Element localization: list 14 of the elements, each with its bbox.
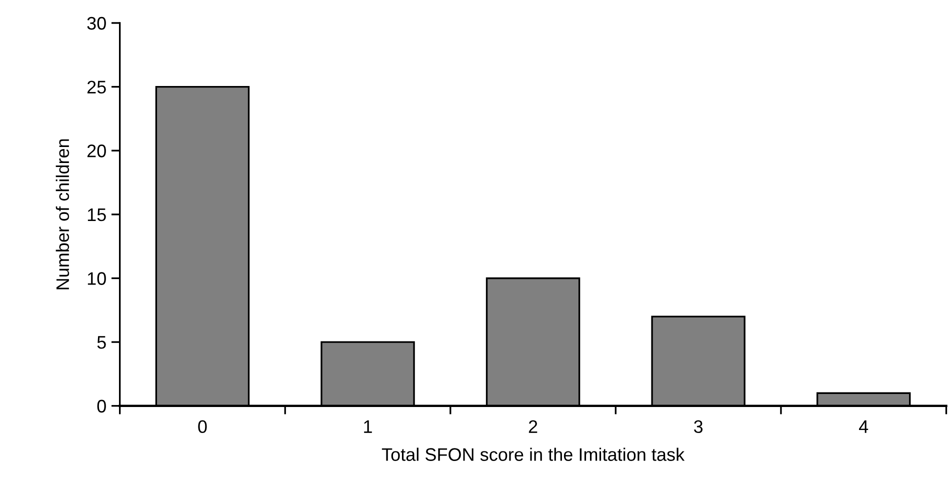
y-tick-label: 15 xyxy=(88,208,106,222)
y-tick-label: 5 xyxy=(97,336,106,349)
x-tick-label: 2 xyxy=(528,420,538,433)
y-tick-label: 10 xyxy=(88,272,106,285)
x-tick-label: 3 xyxy=(694,420,703,434)
x-tick-label: 0 xyxy=(198,420,207,434)
y-tick-label: 30 xyxy=(87,16,106,30)
y-tick-label: 20 xyxy=(87,144,106,158)
x-tick-label: 4 xyxy=(859,420,868,433)
x-tick-label: 1 xyxy=(364,420,372,433)
y-tick-label: 0 xyxy=(97,400,106,413)
y-tick-label: 25 xyxy=(87,80,106,94)
y-axis-title: Number of children xyxy=(56,139,70,290)
x-axis-title: Total SFON score in the Imitation task xyxy=(382,448,685,461)
